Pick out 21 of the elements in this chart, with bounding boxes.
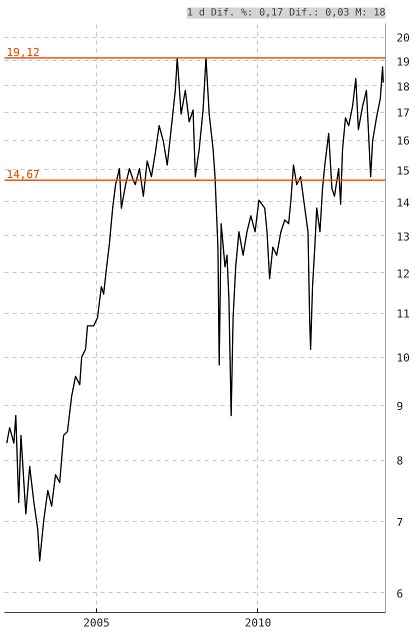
y-tick-label: 18: [396, 80, 410, 94]
x-tick-label: 2010: [244, 616, 272, 630]
y-tick-label: 16: [396, 134, 410, 148]
y-tick-label: 12: [396, 267, 410, 280]
y-tick-label: 13: [396, 230, 410, 244]
chart-subtitle: 1 d Dif. %: 0,17 Dif.: 0,03 M: 18: [186, 8, 386, 18]
y-tick-label: 20: [396, 32, 410, 45]
x-tick-label: 2005: [83, 616, 110, 630]
y-tick-label: 6: [396, 587, 404, 600]
y-tick-label: 14: [396, 196, 410, 210]
y-tick-label: 8: [396, 454, 404, 468]
y-tick-label: 10: [396, 352, 410, 365]
y-tick-label: 15: [396, 164, 410, 178]
y-tick-label: 7: [396, 516, 404, 530]
y-tick-label: 19: [396, 55, 410, 68]
y-tick-label: 17: [396, 106, 410, 120]
y-tick-label: 11: [396, 308, 410, 321]
line-series: [6, 57, 384, 562]
y-tick-label: 9: [396, 400, 404, 414]
ref-line-label: 14,67: [6, 168, 40, 182]
ref-line-label: 19,12: [6, 46, 40, 59]
